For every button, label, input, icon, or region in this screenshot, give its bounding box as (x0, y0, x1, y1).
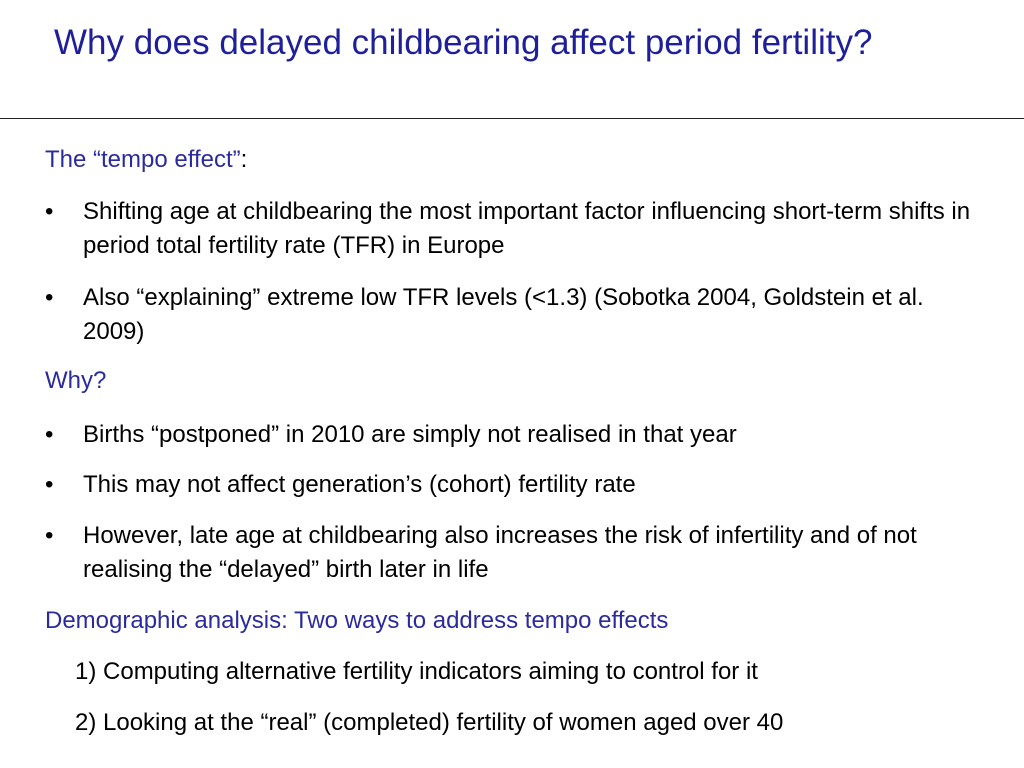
bullet-item: • Births “postponed” in 2010 are simply … (45, 418, 985, 452)
bullet-item: • Also “explaining” extreme low TFR leve… (45, 281, 985, 349)
bullet-item: • However, late age at childbearing also… (45, 519, 985, 587)
bullet-item: • Shifting age at childbearing the most … (45, 195, 985, 263)
bullet-text: Shifting age at childbearing the most im… (83, 198, 971, 259)
numbered-item: 1) Computing alternative fertility indic… (75, 658, 758, 685)
section-heading-demographic-analysis: Demographic analysis: Two ways to addres… (45, 607, 669, 634)
bullet-glyph: • (45, 471, 54, 498)
numbered-item: 2) Looking at the “real” (completed) fer… (75, 709, 784, 736)
section-heading-colon: : (240, 146, 248, 173)
bullet-item: • This may not affect generation’s (coho… (45, 468, 985, 502)
bullet-text: This may not affect generation’s (cohort… (83, 471, 636, 498)
bullet-glyph: • (45, 198, 54, 225)
section-heading-why: Why? (45, 367, 107, 394)
slide-title: Why does delayed childbearing affect per… (54, 23, 873, 62)
bullet-glyph: • (45, 284, 54, 311)
bullet-text: However, late age at childbearing also i… (83, 522, 917, 583)
bullet-glyph: • (45, 421, 54, 448)
section-heading-tempo-effect: The “tempo effect”: (45, 145, 247, 175)
bullet-text: Also “explaining” extreme low TFR levels… (83, 284, 924, 345)
bullet-glyph: • (45, 522, 54, 549)
title-divider (0, 118, 1024, 119)
bullet-text: Births “postponed” in 2010 are simply no… (83, 421, 737, 448)
section-heading-text: The “tempo effect” (45, 146, 241, 173)
